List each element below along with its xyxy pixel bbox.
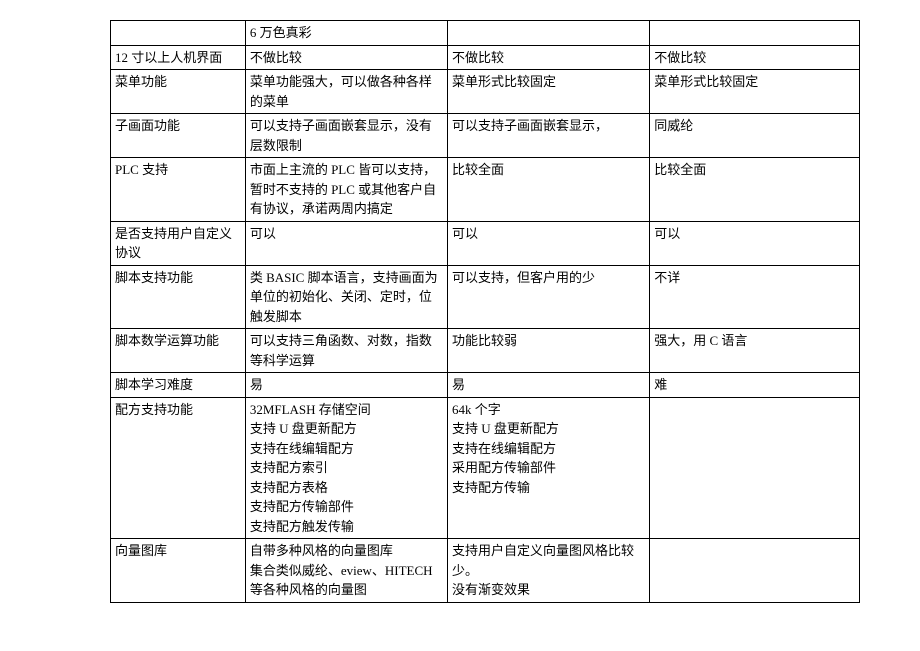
table-cell: 同威纶 xyxy=(650,114,860,158)
table-cell: 比较全面 xyxy=(448,158,650,222)
table-cell: 菜单功能强大，可以做各种各样的菜单 xyxy=(245,70,447,114)
table-cell: 难 xyxy=(650,373,860,398)
table-cell: 可以 xyxy=(448,221,650,265)
table-cell: PLC 支持 xyxy=(111,158,246,222)
table-cell: 类 BASIC 脚本语言，支持画面为单位的初始化、关闭、定时，位触发脚本 xyxy=(245,265,447,329)
table-cell: 不做比较 xyxy=(245,45,447,70)
table-body: 6 万色真彩12 寸以上人机界面不做比较不做比较不做比较菜单功能菜单功能强大，可… xyxy=(111,21,860,603)
table-row: 子画面功能可以支持子画面嵌套显示，没有层数限制可以支持子画面嵌套显示，同威纶 xyxy=(111,114,860,158)
table-cell: 强大，用 C 语言 xyxy=(650,329,860,373)
table-cell: 32MFLASH 存储空间支持 U 盘更新配方支持在线编辑配方支持配方索引支持配… xyxy=(245,397,447,539)
table-cell: 可以支持，但客户用的少 xyxy=(448,265,650,329)
table-row: 6 万色真彩 xyxy=(111,21,860,46)
table-cell: 12 寸以上人机界面 xyxy=(111,45,246,70)
table-row: 向量图库自带多种风格的向量图库集合类似威纶、eview、HITECH 等各种风格… xyxy=(111,539,860,603)
table-cell: 菜单功能 xyxy=(111,70,246,114)
table-cell: 配方支持功能 xyxy=(111,397,246,539)
table-row: 脚本学习难度易易难 xyxy=(111,373,860,398)
table-cell: 6 万色真彩 xyxy=(245,21,447,46)
table-cell: 脚本数学运算功能 xyxy=(111,329,246,373)
table-cell: 不做比较 xyxy=(650,45,860,70)
table-row: 脚本支持功能类 BASIC 脚本语言，支持画面为单位的初始化、关闭、定时，位触发… xyxy=(111,265,860,329)
table-cell: 可以 xyxy=(650,221,860,265)
table-cell: 可以支持子画面嵌套显示， xyxy=(448,114,650,158)
table-cell xyxy=(650,21,860,46)
table-cell xyxy=(448,21,650,46)
table-cell: 菜单形式比较固定 xyxy=(650,70,860,114)
document-page: 6 万色真彩12 寸以上人机界面不做比较不做比较不做比较菜单功能菜单功能强大，可… xyxy=(0,0,920,651)
table-cell: 功能比较弱 xyxy=(448,329,650,373)
table-cell: 是否支持用户自定义协议 xyxy=(111,221,246,265)
table-cell: 可以 xyxy=(245,221,447,265)
table-row: 配方支持功能32MFLASH 存储空间支持 U 盘更新配方支持在线编辑配方支持配… xyxy=(111,397,860,539)
table-cell: 不详 xyxy=(650,265,860,329)
table-cell: 可以支持子画面嵌套显示，没有层数限制 xyxy=(245,114,447,158)
table-cell: 可以支持三角函数、对数，指数等科学运算 xyxy=(245,329,447,373)
table-row: PLC 支持市面上主流的 PLC 皆可以支持，暂时不支持的 PLC 或其他客户自… xyxy=(111,158,860,222)
table-cell: 菜单形式比较固定 xyxy=(448,70,650,114)
table-cell: 不做比较 xyxy=(448,45,650,70)
table-cell: 子画面功能 xyxy=(111,114,246,158)
table-row: 是否支持用户自定义协议可以可以可以 xyxy=(111,221,860,265)
table-cell xyxy=(650,397,860,539)
table-cell: 脚本学习难度 xyxy=(111,373,246,398)
table-cell: 易 xyxy=(448,373,650,398)
table-cell: 市面上主流的 PLC 皆可以支持，暂时不支持的 PLC 或其他客户自有协议，承诺… xyxy=(245,158,447,222)
table-cell: 易 xyxy=(245,373,447,398)
table-cell: 64k 个字支持 U 盘更新配方支持在线编辑配方采用配方传输部件支持配方传输 xyxy=(448,397,650,539)
table-cell xyxy=(111,21,246,46)
table-cell xyxy=(650,539,860,603)
table-cell: 比较全面 xyxy=(650,158,860,222)
comparison-table: 6 万色真彩12 寸以上人机界面不做比较不做比较不做比较菜单功能菜单功能强大，可… xyxy=(110,20,860,603)
table-cell: 向量图库 xyxy=(111,539,246,603)
table-cell: 脚本支持功能 xyxy=(111,265,246,329)
table-cell: 自带多种风格的向量图库集合类似威纶、eview、HITECH 等各种风格的向量图 xyxy=(245,539,447,603)
table-row: 菜单功能菜单功能强大，可以做各种各样的菜单菜单形式比较固定菜单形式比较固定 xyxy=(111,70,860,114)
table-row: 脚本数学运算功能可以支持三角函数、对数，指数等科学运算功能比较弱强大，用 C 语… xyxy=(111,329,860,373)
table-cell: 支持用户自定义向量图风格比较少。没有渐变效果 xyxy=(448,539,650,603)
table-row: 12 寸以上人机界面不做比较不做比较不做比较 xyxy=(111,45,860,70)
